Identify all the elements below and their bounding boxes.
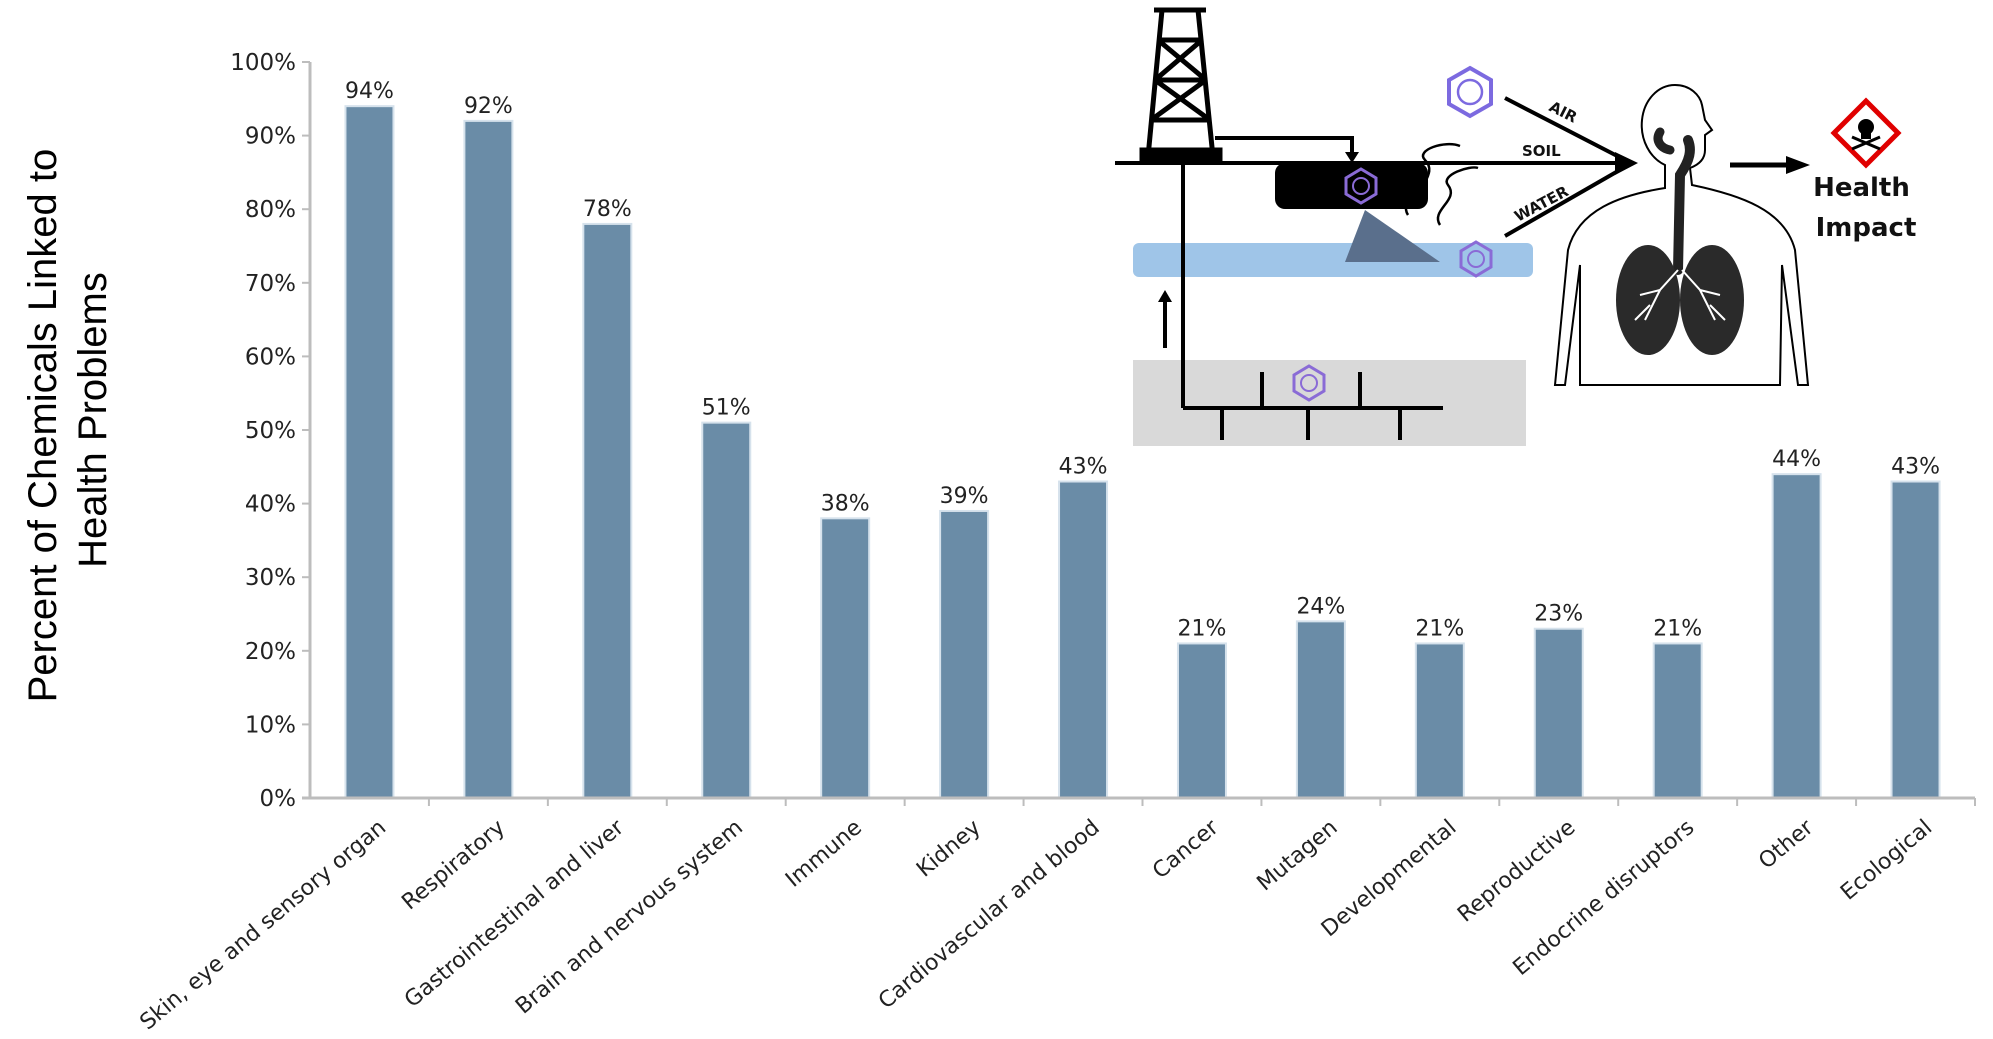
y-tick-label: 30% <box>245 565 296 591</box>
health-impact-line-2: Impact <box>1816 213 1917 243</box>
data-label: 21% <box>1653 616 1702 641</box>
bar <box>1652 642 1703 799</box>
exposure-pathway-inset: AIR SOIL WATER He <box>1115 7 1919 446</box>
y-tick-label: 50% <box>245 418 296 444</box>
bar <box>1176 642 1227 799</box>
pathway-arrowhead <box>1615 152 1638 175</box>
x-tick-label: Immune <box>781 815 867 893</box>
groundwater-layer <box>1133 243 1533 277</box>
bar <box>344 105 395 800</box>
y-tick-label: 10% <box>245 712 296 738</box>
data-label: 39% <box>940 484 989 509</box>
data-label: 51% <box>702 396 751 421</box>
x-tick-label: Brain and nervous system <box>511 815 748 1019</box>
y-tick-label: 60% <box>245 344 296 370</box>
data-label: 21% <box>1415 616 1464 641</box>
data-labels: 94% 92% 78% 51% 38% 39% 43% 21% 24% 21% 23% 21% 44% 4… <box>345 79 1940 641</box>
benzene-ring-icon <box>1344 167 1378 205</box>
bar-series <box>344 105 1941 800</box>
exposure-pathways <box>1504 96 1626 238</box>
benzene-ring-icon <box>1292 364 1326 402</box>
y-axis-title-line-1: Percent of Chemicals Linked to <box>21 149 65 703</box>
data-label: 43% <box>1891 455 1940 480</box>
bar <box>1890 480 1941 799</box>
bar <box>1771 473 1822 799</box>
flow-arrow <box>1215 136 1359 163</box>
y-tick-label: 80% <box>245 197 296 223</box>
x-tick-label: Reproductive <box>1453 815 1580 927</box>
x-tick-label: Kidney <box>912 815 986 882</box>
data-label: 38% <box>821 491 870 516</box>
emission-arrows <box>1404 143 1479 226</box>
chart-axes <box>302 62 1975 800</box>
bar <box>939 509 990 799</box>
impact-arrow <box>1730 156 1810 174</box>
y-tick-label: 70% <box>245 271 296 297</box>
data-label: 23% <box>1534 602 1583 627</box>
y-axis-title-line-2: Health Problems <box>71 272 115 568</box>
storage-tank <box>1275 163 1428 209</box>
bar <box>1414 642 1465 799</box>
soil-label: SOIL <box>1522 142 1561 160</box>
bar <box>582 222 633 800</box>
bar <box>820 517 871 799</box>
health-impact-line-1: Health <box>1813 173 1910 203</box>
x-tick-label: Ecological <box>1836 815 1937 905</box>
x-tick-label: Cancer <box>1148 814 1224 884</box>
human-respiratory-icon <box>1553 83 1810 386</box>
x-tick-label: Gastrointestinal and liver <box>400 814 630 1012</box>
oil-derrick-icon <box>1139 7 1223 163</box>
y-axis-title: Percent of Chemicals Linked to Health Pr… <box>21 138 115 703</box>
toxic-hazard-icon <box>1830 97 1902 169</box>
bar <box>1295 620 1346 799</box>
spill-plume <box>1345 210 1440 262</box>
x-tick-label: Cardiovascular and blood <box>874 815 1105 1014</box>
y-tick-label: 20% <box>245 639 296 665</box>
y-tick-label: 100% <box>230 50 296 76</box>
bar <box>1058 480 1109 799</box>
bar <box>701 421 752 799</box>
data-label: 92% <box>464 94 513 119</box>
data-label: 21% <box>1178 616 1227 641</box>
x-tick-label: Mutagen <box>1253 815 1343 896</box>
x-axis-ticks: Skin, eye and sensory organ RespiratoryGa… <box>136 798 1976 1035</box>
y-tick-label: 0% <box>260 786 297 812</box>
data-label: 43% <box>1059 455 1108 480</box>
benzene-ring-icon <box>1459 240 1493 278</box>
data-label: 94% <box>345 79 394 104</box>
upward-arrow <box>1158 290 1172 348</box>
bar <box>463 119 514 799</box>
y-tick-label: 90% <box>245 124 296 150</box>
x-tick-label: Respiratory <box>397 815 510 915</box>
y-axis-ticks: 0% 10% 20% 30% 40% 50% 60% 70% 80% 90% 100% <box>230 50 310 812</box>
benzene-ring-icon <box>1447 65 1493 119</box>
data-label: 44% <box>1772 447 1821 472</box>
data-label: 78% <box>583 197 632 222</box>
health-impact-label: Health Impact <box>1813 173 1919 243</box>
data-label: 24% <box>1296 594 1345 619</box>
bar <box>1533 627 1584 799</box>
x-tick-label: Skin, eye and sensory organ <box>136 815 392 1035</box>
well-bore <box>1181 160 1443 440</box>
x-tick-label: Other <box>1754 814 1819 874</box>
y-tick-label: 40% <box>245 492 296 518</box>
subsurface-layer <box>1133 360 1526 446</box>
